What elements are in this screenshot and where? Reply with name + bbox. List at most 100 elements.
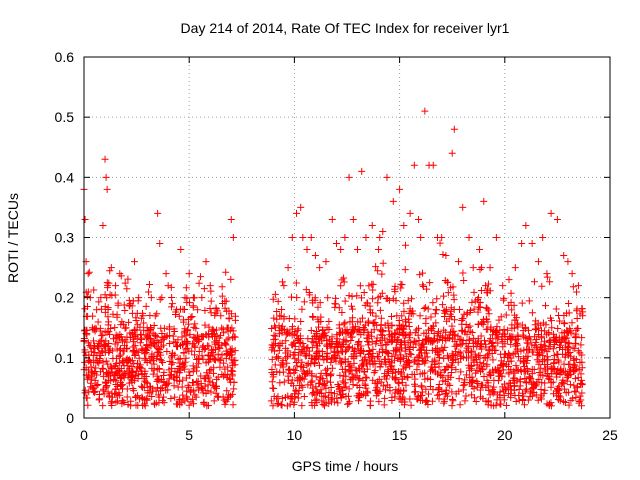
data-point: [435, 336, 443, 344]
data-point: [313, 387, 321, 395]
data-point: [132, 372, 140, 380]
data-point: [444, 289, 452, 297]
data-point: [350, 354, 358, 362]
data-point: [298, 402, 306, 410]
y-tick-label: 0.2: [55, 290, 75, 306]
data-point: [450, 296, 458, 304]
data-point: [392, 297, 400, 305]
data-point: [478, 264, 486, 272]
data-point: [499, 338, 507, 346]
data-point: [338, 348, 346, 356]
data-point: [388, 369, 396, 377]
data-point: [355, 376, 363, 384]
data-point: [293, 362, 301, 370]
data-point: [451, 337, 459, 345]
data-point: [476, 386, 484, 394]
data-point: [400, 325, 408, 333]
data-point: [230, 379, 238, 387]
data-point: [401, 266, 409, 274]
y-tick-label: 0: [66, 410, 74, 426]
data-point: [153, 310, 161, 318]
data-point: [347, 302, 355, 310]
data-point: [353, 382, 361, 390]
data-point: [331, 351, 339, 359]
data-point: [517, 347, 525, 355]
data-point: [567, 353, 575, 361]
data-point: [388, 337, 396, 345]
data-point: [271, 332, 279, 340]
data-point: [543, 348, 551, 356]
data-point: [204, 358, 212, 366]
data-point: [292, 279, 300, 287]
data-point: [106, 347, 114, 355]
data-point: [107, 264, 115, 272]
data-point: [207, 297, 215, 305]
data-point: [563, 374, 571, 382]
data-point: [393, 326, 401, 334]
data-point: [278, 401, 286, 409]
data-point: [102, 173, 110, 181]
data-point: [129, 384, 137, 392]
data-point: [345, 343, 353, 351]
data-point: [494, 377, 502, 385]
data-point: [556, 317, 564, 325]
data-point: [381, 394, 389, 402]
data-point: [421, 349, 429, 357]
data-point: [456, 401, 464, 409]
data-point: [577, 379, 585, 387]
data-point: [300, 375, 308, 383]
data-point: [476, 304, 484, 312]
data-point: [308, 344, 316, 352]
data-point: [378, 328, 386, 336]
data-point: [530, 278, 538, 286]
data-point: [179, 316, 187, 324]
data-point: [99, 221, 107, 229]
data-point: [457, 336, 465, 344]
data-point: [533, 346, 541, 354]
data-point: [458, 340, 466, 348]
data-point: [372, 263, 380, 271]
x-tick-label: 10: [287, 427, 303, 443]
data-point: [527, 375, 535, 383]
data-point: [390, 366, 398, 374]
data-point: [461, 397, 469, 405]
data-point: [121, 306, 129, 314]
data-point: [299, 339, 307, 347]
data-point: [141, 350, 149, 358]
data-point: [81, 346, 89, 354]
data-point: [187, 388, 195, 396]
data-point: [276, 312, 284, 320]
data-point: [270, 384, 278, 392]
data-point: [570, 356, 578, 364]
data-point: [348, 374, 356, 382]
data-point: [308, 372, 316, 380]
data-point: [422, 315, 430, 323]
data-point: [464, 354, 472, 362]
data-point: [128, 357, 136, 365]
data-point: [349, 323, 357, 331]
data-point: [105, 348, 113, 356]
data-point: [225, 391, 233, 399]
data-point: [139, 312, 147, 320]
data-point: [87, 343, 95, 351]
data-point: [376, 234, 384, 241]
data-point: [489, 356, 497, 364]
data-point: [299, 234, 307, 241]
data-point: [419, 281, 427, 289]
data-point: [447, 284, 455, 292]
data-point: [131, 351, 139, 359]
data-point: [300, 298, 308, 306]
data-point: [538, 379, 546, 387]
data-point: [494, 369, 502, 377]
data-point: [101, 155, 109, 163]
data-point: [278, 278, 286, 286]
data-point: [428, 346, 436, 354]
data-point: [282, 393, 290, 401]
data-point: [519, 389, 527, 397]
data-point: [321, 402, 329, 410]
data-point: [198, 352, 206, 360]
data-point: [440, 366, 448, 374]
data-point: [311, 359, 319, 367]
data-point: [359, 362, 367, 370]
data-point: [182, 284, 190, 292]
